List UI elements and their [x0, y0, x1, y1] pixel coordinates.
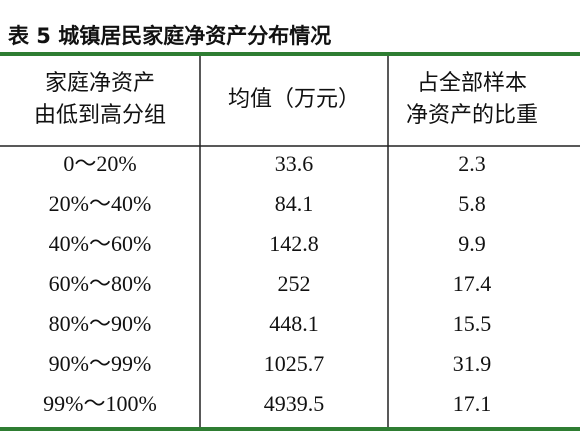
table-cell: 0～20% — [63, 151, 136, 176]
column-header: 由低到高分组 — [34, 102, 166, 127]
bottom-rule — [0, 427, 580, 431]
table-cell: 5.8 — [458, 191, 486, 216]
table-cell: 2.3 — [458, 151, 486, 176]
column-header: 占全部样本 — [417, 70, 527, 95]
table-cell: 9.9 — [458, 231, 486, 256]
table-cell: 60%～80% — [49, 271, 152, 296]
table-cell: 90%～99% — [49, 351, 152, 376]
table-cell: 448.1 — [269, 311, 319, 336]
table-cell: 99%～100% — [43, 391, 157, 416]
table-cell: 31.9 — [453, 351, 492, 376]
column-header: 净资产的比重 — [406, 102, 538, 127]
table-cell: 80%～90% — [49, 311, 152, 336]
top-rule — [0, 52, 580, 56]
table-cell: 33.6 — [275, 151, 314, 176]
table-cell: 252 — [278, 271, 311, 296]
table-cell: 17.4 — [453, 271, 492, 296]
column-header: 均值（万元） — [228, 86, 360, 111]
table-cell: 17.1 — [453, 391, 492, 416]
table-title: 表 5 城镇居民家庭净资产分布情况 — [8, 24, 331, 48]
table-cell: 84.1 — [275, 191, 314, 216]
table-cell: 20%～40% — [49, 191, 152, 216]
table-cell: 40%～60% — [49, 231, 152, 256]
table-cell: 142.8 — [269, 231, 319, 256]
column-header: 家庭净资产 — [45, 70, 155, 95]
table-cell: 15.5 — [453, 311, 492, 336]
table-cell: 4939.5 — [264, 391, 325, 416]
table-cell: 1025.7 — [264, 351, 325, 376]
